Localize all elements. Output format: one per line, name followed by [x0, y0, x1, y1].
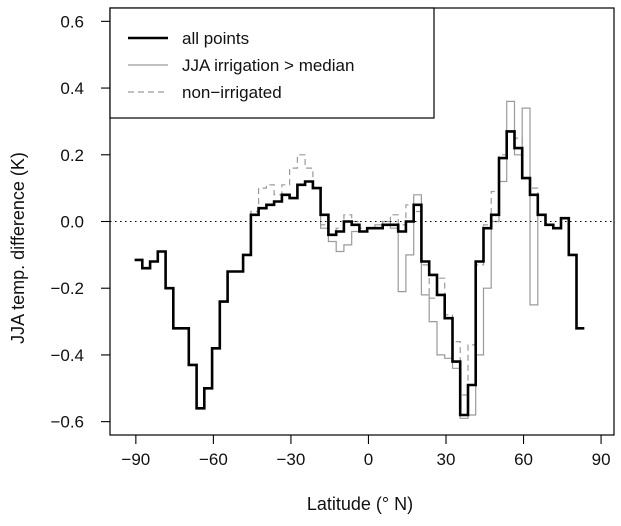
x-tick-label: −30	[277, 450, 306, 469]
y-tick-label: −0.4	[50, 346, 84, 365]
y-tick-label: 0.4	[60, 79, 84, 98]
series-layer	[134, 100, 585, 419]
x-tick-label: 90	[592, 450, 611, 469]
x-tick-label: 60	[514, 450, 533, 469]
y-tick-label: −0.6	[50, 413, 84, 432]
legend-label: non−irrigated	[182, 83, 282, 102]
axes-layer: −90 −60 −30 0 30 60 90 −0.6 −0.4 −0.2 0.0 0.2 0.4 0.6	[50, 7, 615, 469]
y-axis-label: JJA temp. difference (K)	[8, 152, 28, 344]
y-tick-label: 0.6	[60, 12, 84, 31]
x-tick-label: 0	[364, 450, 373, 469]
x-tick-label: −60	[199, 450, 228, 469]
y-tick-label: −0.2	[50, 279, 84, 298]
x-tick-label: −90	[121, 450, 150, 469]
series-line-all-points	[134, 130, 585, 417]
x-axis-label: Latitude (° N)	[307, 494, 413, 514]
legend: all points JJA irrigation > median non−irr…	[109, 7, 435, 119]
x-tick-label: 30	[437, 450, 456, 469]
legend-label: JJA irrigation > median	[182, 56, 354, 75]
y-tick-label: 0.0	[60, 213, 84, 232]
legend-label: all points	[182, 29, 249, 48]
legend-box	[109, 7, 435, 119]
y-tick-label: 0.2	[60, 146, 84, 165]
